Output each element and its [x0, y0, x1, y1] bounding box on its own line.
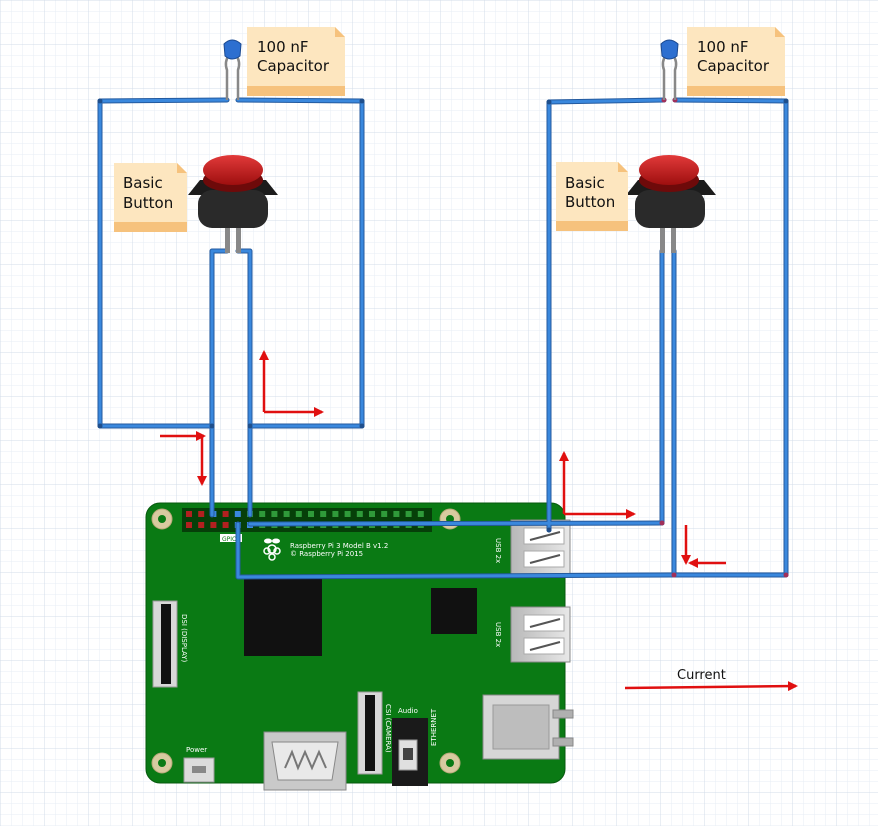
- gpio-pin: [405, 511, 412, 517]
- soc-chip: [244, 578, 322, 656]
- usb-port-bottom: USB 2x: [494, 606, 571, 663]
- power-label: Power: [186, 746, 207, 754]
- dsi-label: DSI (DISPLAY): [180, 614, 188, 663]
- board-model-text: Raspberry Pi 3 Model B v1.2: [290, 542, 388, 550]
- capacitor-right: [660, 39, 679, 100]
- note-button-left-line1: Basic: [123, 174, 163, 192]
- gpio-pin: [320, 511, 327, 517]
- push-button-right: [626, 155, 716, 253]
- gpio-pin: [259, 511, 266, 517]
- usb-top-label: USB 2x: [494, 538, 502, 563]
- csi-label: CSI (CAMERA): [384, 704, 392, 753]
- legend-current-label: Current: [677, 668, 726, 683]
- usb-bottom-label: USB 2x: [494, 622, 502, 647]
- gpio-pin: [332, 511, 339, 517]
- raspberry-logo-icon: [263, 538, 281, 561]
- note-button-left: Basic Button: [114, 163, 187, 232]
- gpio-pin: [234, 511, 241, 517]
- gpio-pin: [381, 511, 388, 517]
- note-button-right-line1: Basic: [565, 174, 605, 192]
- gpio-pin: [393, 511, 400, 517]
- note-capacitor-left-line2: Capacitor: [257, 57, 330, 75]
- gpio-pin: [308, 511, 314, 517]
- gpio-pin: [198, 522, 205, 528]
- gpio-header: [182, 508, 432, 532]
- gpio-pin: [356, 511, 363, 517]
- note-capacitor-left-line1: 100 nF: [257, 38, 309, 56]
- gpio-pin: [417, 511, 424, 517]
- current-arrows: [160, 350, 798, 692]
- usb-port-top: USB 2x: [494, 519, 571, 576]
- note-capacitor-right-line2: Capacitor: [697, 57, 770, 75]
- gpio-pin: [198, 511, 205, 517]
- audio-label: Audio: [398, 707, 418, 715]
- note-capacitor-right-line1: 100 nF: [697, 38, 749, 56]
- gpio-pin: [222, 511, 229, 517]
- push-button-left: [188, 155, 278, 253]
- gpio-pin: [186, 511, 192, 517]
- gpio-pin: [222, 522, 229, 528]
- note-button-right-line2: Button: [565, 193, 615, 211]
- gpio-pin: [283, 511, 290, 517]
- raspberry-pi-board: GPIO Raspberry Pi 3 Model B v1.2 © Raspb…: [145, 502, 574, 791]
- csi-connector: CSI (CAMERA): [357, 691, 392, 775]
- wires: [97, 97, 789, 580]
- gpio-pin: [186, 522, 192, 528]
- gpio-pin: [271, 511, 278, 517]
- power-port: Power: [183, 746, 215, 783]
- usb-controller-chip: [431, 588, 477, 634]
- gpio-pin: [295, 511, 302, 517]
- ethernet-port: ETHERNET: [430, 694, 574, 760]
- note-button-left-line2: Button: [123, 194, 173, 212]
- legend-current-arrow: [624, 681, 798, 692]
- hdmi-port: HDMI: [263, 731, 347, 791]
- note-capacitor-right: 100 nF Capacitor: [687, 27, 785, 96]
- note-capacitor-left: 100 nF Capacitor: [247, 27, 345, 96]
- ethernet-label: ETHERNET: [430, 708, 438, 746]
- note-button-right: Basic Button: [556, 162, 628, 231]
- gpio-label: GPIO: [222, 536, 237, 543]
- gpio-pin: [369, 511, 375, 517]
- gpio-pin: [210, 522, 217, 528]
- capacitor-left: [223, 39, 242, 100]
- board-copyright-text: © Raspberry Pi 2015: [290, 550, 363, 558]
- audio-jack: Audio: [392, 707, 428, 786]
- dsi-connector: DSI (DISPLAY): [152, 600, 188, 688]
- gpio-pin: [344, 511, 351, 517]
